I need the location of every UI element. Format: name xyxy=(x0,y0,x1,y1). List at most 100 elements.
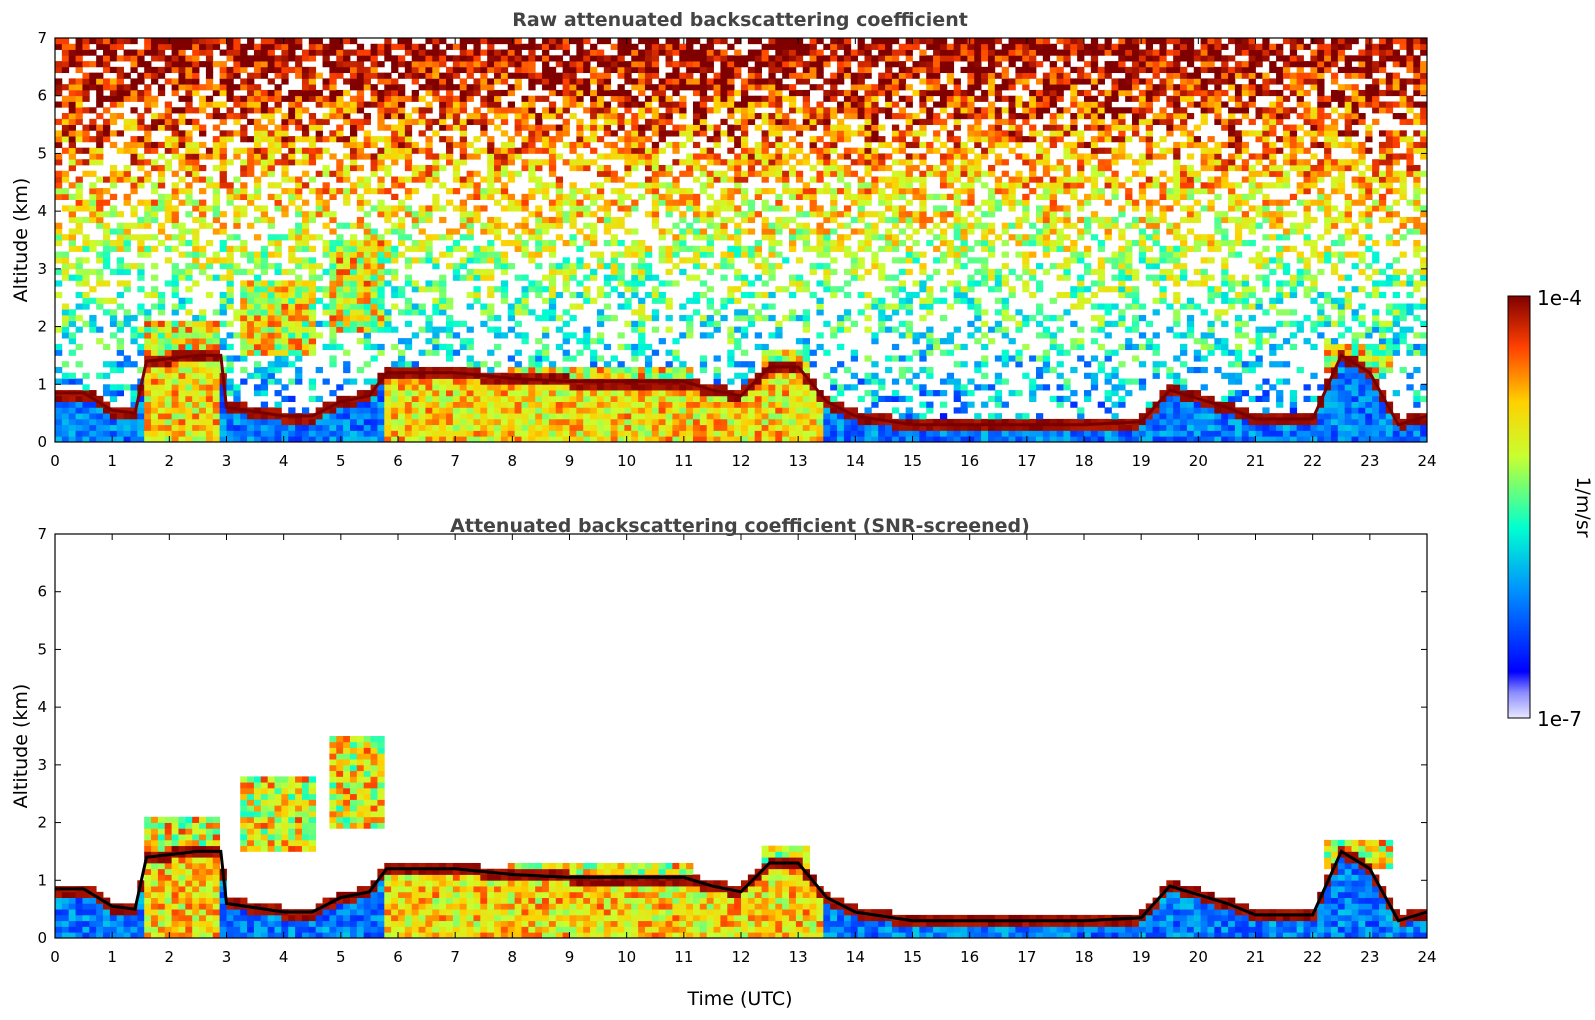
heatmap-cell xyxy=(569,164,577,172)
heatmap-cell xyxy=(432,263,440,270)
heatmap-cell xyxy=(699,55,708,62)
heatmap-cell xyxy=(123,118,131,125)
heatmap-cell xyxy=(768,78,776,85)
heatmap-cell xyxy=(377,326,385,333)
heatmap-cell xyxy=(398,153,406,160)
heatmap-cell xyxy=(631,113,639,120)
heatmap-cell xyxy=(336,95,344,102)
heatmap-cell xyxy=(466,251,474,258)
heatmap-cell xyxy=(171,222,179,229)
heatmap-cell xyxy=(75,343,83,351)
heatmap-cell xyxy=(329,107,337,114)
heatmap-cell xyxy=(199,251,207,258)
heatmap-cell xyxy=(699,407,708,414)
heatmap-cell xyxy=(329,95,337,102)
heatmap-cell xyxy=(459,263,467,270)
heatmap-cell xyxy=(384,49,392,56)
heatmap-cell xyxy=(205,274,214,281)
heatmap-cell xyxy=(226,268,234,276)
heatmap-cell xyxy=(610,240,618,247)
heatmap-cell xyxy=(535,228,543,235)
heatmap-cell xyxy=(343,141,351,149)
heatmap-cell xyxy=(164,136,173,143)
heatmap-cell xyxy=(782,430,790,437)
heatmap-cell xyxy=(226,263,234,270)
heatmap-cell xyxy=(61,315,70,322)
heatmap-cell xyxy=(233,49,241,56)
heatmap-cell xyxy=(219,222,227,229)
heatmap-cell xyxy=(329,280,337,287)
heatmap-cell xyxy=(692,153,701,160)
heatmap-cell xyxy=(542,228,550,235)
heatmap-cell xyxy=(267,320,275,327)
heatmap-cell xyxy=(329,66,337,74)
heatmap-cell xyxy=(377,159,385,166)
heatmap-cell xyxy=(706,205,714,212)
heatmap-cell xyxy=(775,378,783,385)
heatmap-cell xyxy=(706,395,714,402)
heatmap-cell xyxy=(569,395,577,402)
heatmap-cell xyxy=(480,378,488,385)
heatmap-cell xyxy=(761,395,769,402)
heatmap-cell xyxy=(548,436,557,443)
heatmap-cell xyxy=(144,107,152,114)
heatmap-cell xyxy=(267,332,275,339)
heatmap-cell xyxy=(638,124,646,131)
heatmap-cell xyxy=(144,395,152,402)
heatmap-cell xyxy=(535,390,543,397)
heatmap-cell xyxy=(507,153,516,160)
heatmap-cell xyxy=(349,222,358,229)
heatmap-cell xyxy=(466,303,474,310)
heatmap-cell xyxy=(61,309,70,316)
heatmap-cell xyxy=(178,234,186,241)
heatmap-cell xyxy=(473,153,481,160)
heatmap-cell xyxy=(377,124,385,131)
heatmap-cell xyxy=(178,384,186,391)
heatmap-cell xyxy=(583,384,591,391)
heatmap-cell xyxy=(569,101,577,108)
heatmap-cell xyxy=(603,240,612,247)
heatmap-cell xyxy=(624,159,632,166)
heatmap-cell xyxy=(521,101,529,108)
heatmap-cell xyxy=(377,384,385,391)
heatmap-cell xyxy=(144,343,152,351)
heatmap-cell xyxy=(68,240,76,247)
heatmap-cell xyxy=(452,170,461,177)
heatmap-cell xyxy=(699,436,708,443)
heatmap-cell xyxy=(247,413,255,420)
heatmap-cell xyxy=(349,101,358,108)
heatmap-cell xyxy=(253,320,262,327)
heatmap-cell xyxy=(123,384,131,391)
heatmap-cell xyxy=(219,418,227,426)
heatmap-cell xyxy=(315,43,323,50)
heatmap-cell xyxy=(192,390,200,397)
heatmap-cell xyxy=(665,366,673,374)
heatmap-cell xyxy=(521,136,529,143)
heatmap-cell xyxy=(233,43,241,50)
heatmap-cell xyxy=(295,245,303,252)
heatmap-cell xyxy=(542,355,550,362)
heatmap-cell xyxy=(336,268,344,276)
heatmap-cell xyxy=(349,66,358,74)
heatmap-cell xyxy=(528,84,536,91)
heatmap-cell xyxy=(569,390,577,397)
heatmap-cell xyxy=(679,199,687,206)
heatmap-cell xyxy=(185,130,193,137)
heatmap-cell xyxy=(747,315,756,322)
heatmap-cell xyxy=(212,101,221,108)
heatmap-cell xyxy=(130,49,138,56)
heatmap-cell xyxy=(583,372,591,379)
heatmap-cell xyxy=(192,343,200,351)
heatmap-cell xyxy=(75,159,83,166)
heatmap-cell xyxy=(55,101,63,108)
heatmap-cell xyxy=(487,401,495,408)
heatmap-cell xyxy=(686,124,694,131)
heatmap-cell xyxy=(260,89,269,97)
heatmap-cell xyxy=(446,355,454,362)
heatmap-cell xyxy=(185,263,193,270)
heatmap-cell xyxy=(260,72,269,79)
heatmap-cell xyxy=(679,159,687,166)
heatmap-cell xyxy=(349,401,358,408)
heatmap-cell xyxy=(596,355,605,362)
heatmap-cell xyxy=(68,49,76,56)
